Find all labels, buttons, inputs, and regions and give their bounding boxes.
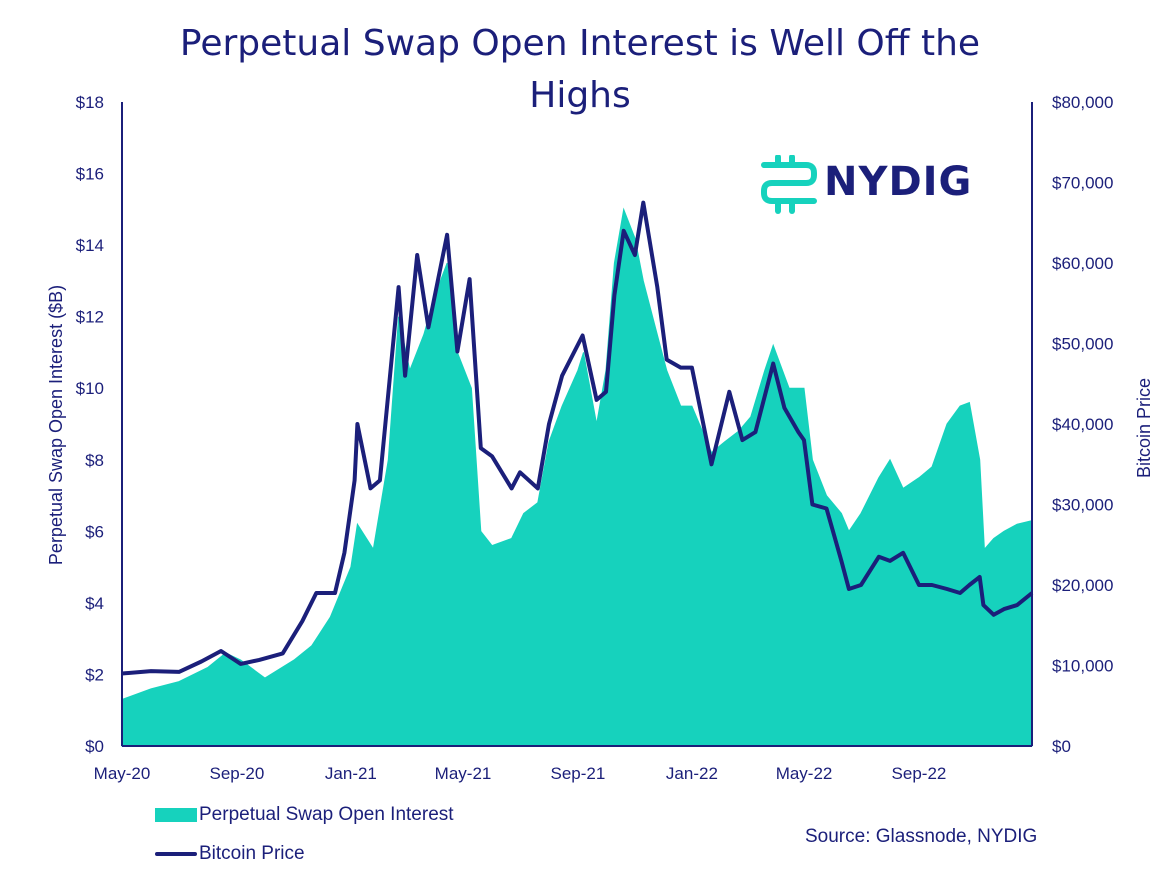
y-tick-label-right: $50,000: [1052, 335, 1113, 354]
legend-item-open-interest: Perpetual Swap Open Interest: [155, 804, 454, 826]
y-tick-label-left: $6: [85, 522, 104, 541]
legend-label-bitcoin-price: Bitcoin Price: [199, 843, 305, 864]
x-tick-label: Jan-21: [325, 764, 377, 783]
y-tick-label-left: $12: [76, 308, 104, 327]
y-tick-label-left: $14: [76, 236, 104, 255]
nydig-logo-icon: [761, 154, 817, 214]
source-note: Source: Glassnode, NYDIG: [805, 826, 1038, 847]
y-tick-label-right: $40,000: [1052, 415, 1113, 434]
x-tick-label: May-22: [776, 764, 833, 783]
chart-title: Perpetual Swap Open Interest is Well Off…: [179, 23, 981, 116]
legend-item-bitcoin-price: Bitcoin Price: [155, 843, 305, 865]
y-tick-label-left: $4: [85, 594, 104, 613]
y-tick-label-left: $18: [76, 93, 104, 112]
x-tick-label: May-21: [435, 764, 492, 783]
series-open-interest-area: [121, 207, 1033, 747]
y-tick-label-left: $16: [76, 165, 104, 184]
axes: $0 $2 $4 $6 $8 $10 $12 $14 $16 $18 $0 $10,000 $20,00…: [46, 93, 1154, 783]
y-tick-label-right: $0: [1052, 737, 1071, 756]
plot-area: [121, 200, 1034, 747]
y-tick-label-right: $60,000: [1052, 254, 1113, 273]
y-tick-label-right: $30,000: [1052, 496, 1113, 515]
y-tick-label-right: $80,000: [1052, 93, 1113, 112]
legend-label-open-interest: Perpetual Swap Open Interest: [199, 804, 454, 825]
x-tick-label: Jan-22: [666, 764, 718, 783]
nydig-logo: NYDIG: [758, 154, 971, 217]
y-tick-label-right: $20,000: [1052, 576, 1113, 595]
y-tick-label-right: $70,000: [1052, 174, 1113, 193]
y-axis-right-title: Bitcoin Price: [1134, 378, 1154, 478]
logo-text: NYDIG: [824, 159, 973, 205]
legend-swatch-line: [155, 851, 197, 856]
y-tick-label-left: $8: [85, 451, 104, 470]
y-tick-label-left: $10: [76, 379, 104, 398]
x-tick-label: Sep-21: [551, 764, 606, 783]
y-axis-left-title: Perpetual Swap Open Interest ($B): [46, 285, 66, 565]
y-tick-label-left: $2: [85, 665, 104, 684]
series-bitcoin-price-line: [121, 200, 1034, 676]
legend-swatch-area: [155, 807, 197, 822]
x-tick-label: May-20: [94, 764, 151, 783]
x-tick-label: Sep-22: [892, 764, 947, 783]
x-tick-label: Sep-20: [210, 764, 265, 783]
y-tick-label-right: $10,000: [1052, 657, 1113, 676]
y-tick-label-left: $0: [85, 737, 104, 756]
